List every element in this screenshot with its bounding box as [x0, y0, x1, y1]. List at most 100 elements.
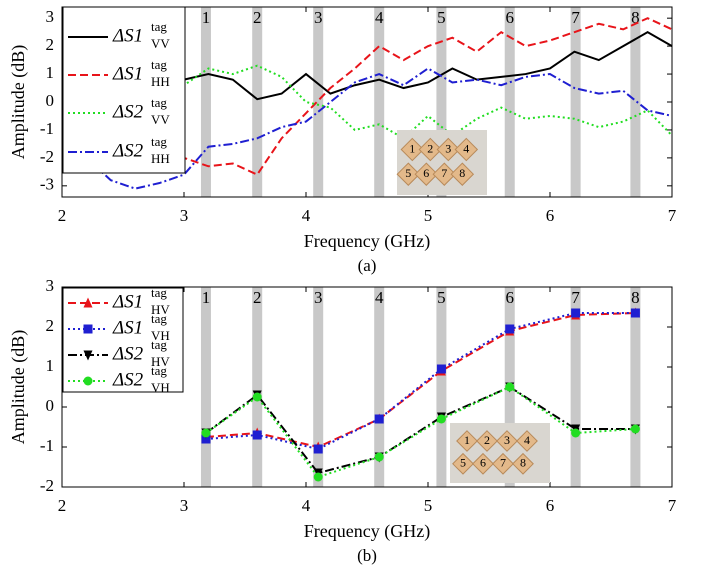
x-tick-label: 7 — [668, 206, 677, 225]
series-line — [205, 385, 636, 475]
marker — [201, 434, 211, 444]
legend-label: ΔS1 — [112, 317, 143, 338]
band-label: 1 — [202, 8, 211, 27]
band — [436, 7, 447, 197]
marker — [313, 472, 323, 482]
y-tick-label: -1 — [40, 436, 54, 455]
inset-label: 1 — [409, 141, 415, 155]
band — [374, 7, 385, 197]
band — [252, 287, 263, 487]
legend-label: ΔS1 — [112, 25, 143, 46]
inset-label: 7 — [500, 456, 506, 470]
x-tick-label: 4 — [302, 206, 311, 225]
tile — [512, 452, 534, 475]
legend-sub: VV — [151, 112, 170, 127]
band-label: 5 — [437, 8, 446, 27]
band-label: 3 — [314, 8, 323, 27]
x-axis-label: Frequency (GHz) — [304, 231, 430, 252]
x-tick-label: 6 — [546, 496, 555, 515]
band — [313, 7, 324, 197]
band-label: 8 — [631, 288, 640, 307]
y-tick-label: 1 — [46, 63, 55, 82]
y-tick-label: 0 — [46, 91, 55, 110]
band-label: 6 — [505, 8, 514, 27]
y-tick-label: 3 — [46, 276, 55, 295]
legend-sup: tag — [151, 363, 167, 378]
x-tick-label: 3 — [180, 206, 189, 225]
band-label: 4 — [375, 8, 384, 27]
axes-frame — [61, 6, 673, 198]
legend-label: ΔS2 — [112, 101, 144, 122]
x-tick-label: 7 — [668, 496, 677, 515]
legend-label: ΔS1 — [112, 63, 143, 84]
inset-label: 5 — [460, 456, 466, 470]
y-tick-label: 2 — [46, 35, 55, 54]
tile — [432, 162, 457, 186]
x-tick-label: 4 — [302, 496, 311, 515]
band — [374, 287, 385, 487]
marker — [83, 376, 93, 386]
y-tick-label: -2 — [40, 147, 54, 166]
marker — [571, 428, 581, 438]
tile — [414, 162, 439, 186]
legend-sub: HV — [151, 302, 170, 317]
inset-label: 8 — [459, 166, 465, 180]
marker — [505, 324, 515, 334]
series-line — [205, 312, 636, 451]
inset-label: 1 — [464, 433, 470, 447]
tile — [472, 452, 494, 475]
legend-sub: VH — [151, 328, 170, 343]
legend-sub: HH — [151, 151, 170, 166]
legend-sup: tag — [151, 57, 167, 72]
marker — [252, 392, 262, 402]
inset-label: 6 — [423, 166, 429, 180]
legend-box — [62, 287, 184, 393]
band — [570, 7, 581, 197]
tile — [454, 137, 479, 162]
legend-sub: VV — [151, 36, 170, 51]
inset-label: 8 — [520, 456, 526, 470]
inset-label: 4 — [463, 141, 469, 155]
inset-label: 2 — [427, 141, 433, 155]
x-axis-label: Frequency (GHz) — [304, 521, 430, 542]
y-tick-label: 0 — [46, 396, 55, 415]
tile — [396, 162, 421, 186]
band-label: 1 — [202, 288, 211, 307]
band-label: 2 — [253, 8, 262, 27]
y-tick-label: -3 — [40, 175, 54, 194]
legend-sup: tag — [151, 311, 167, 326]
x-tick-label: 3 — [180, 496, 189, 515]
inset-label: 7 — [441, 166, 447, 180]
marker — [630, 308, 640, 318]
band — [200, 7, 211, 197]
y-tick-label: -1 — [40, 119, 54, 138]
marker — [630, 424, 640, 434]
tile — [452, 452, 474, 475]
series-line — [61, 67, 673, 190]
band-label: 4 — [375, 288, 384, 307]
marker — [436, 364, 446, 374]
inset-label: 3 — [504, 433, 510, 447]
marker — [83, 350, 93, 361]
legend-label: ΔS2 — [112, 140, 144, 161]
band — [630, 7, 641, 197]
series-line — [61, 17, 673, 176]
marker — [571, 308, 581, 318]
legend-sup: tag — [151, 134, 167, 149]
legend-label: ΔS2 — [112, 369, 144, 390]
inset-label: 2 — [484, 433, 490, 447]
caption: (b) — [357, 546, 377, 565]
legend-label: ΔS2 — [112, 343, 144, 364]
x-tick-label: 6 — [546, 206, 555, 225]
band — [436, 287, 447, 487]
caption: (a) — [358, 256, 377, 275]
x-tick-label: 2 — [58, 206, 67, 225]
band — [313, 287, 324, 487]
inset-label: 5 — [405, 166, 411, 180]
legend-sub: HV — [151, 354, 170, 369]
y-tick-label: 2 — [46, 316, 55, 335]
marker — [374, 452, 384, 462]
marker — [505, 382, 515, 392]
marker — [201, 428, 211, 438]
y-tick-label: -2 — [40, 476, 54, 495]
